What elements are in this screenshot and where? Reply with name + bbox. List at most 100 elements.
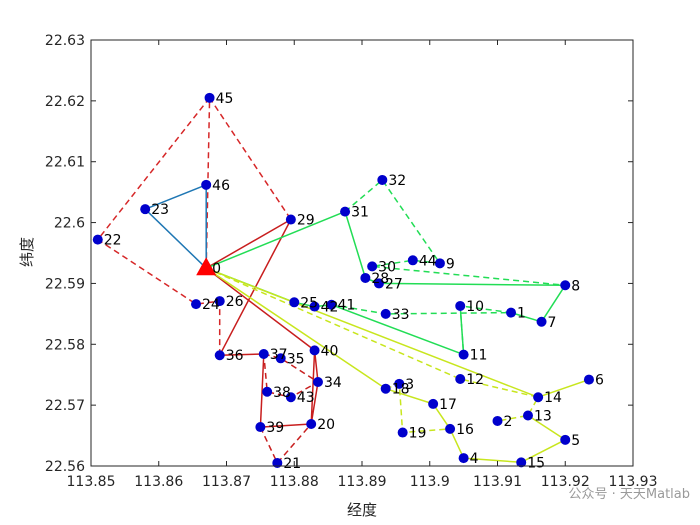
- node-label: 23: [151, 202, 169, 218]
- node-point: [536, 316, 547, 327]
- node-label: 18: [392, 382, 410, 398]
- node-label: 46: [212, 178, 230, 194]
- y-tick-label: 22.58: [45, 337, 85, 353]
- x-tick-label: 113.88: [270, 474, 319, 490]
- node-point: [455, 300, 466, 311]
- node-label: 13: [534, 408, 552, 424]
- node-point: [434, 258, 445, 269]
- node-point: [289, 297, 300, 308]
- route-line: [344, 179, 566, 287]
- x-tick-label: 113.91: [473, 474, 522, 490]
- node-label: 45: [216, 91, 234, 107]
- node-point: [560, 280, 571, 291]
- node-point: [140, 204, 151, 215]
- node-label: 42: [321, 300, 339, 316]
- node-point: [380, 383, 391, 394]
- node-label: 33: [392, 307, 410, 323]
- node-point: [92, 234, 103, 245]
- node-point: [428, 398, 439, 409]
- node-label: 1: [517, 306, 526, 322]
- depot-label: 0: [212, 261, 221, 277]
- route-line: [205, 267, 566, 464]
- node-label: 30: [378, 259, 396, 275]
- node-label: 24: [202, 297, 220, 313]
- node-label: 34: [324, 375, 342, 391]
- node-label: 20: [317, 417, 335, 433]
- x-tick-label: 113.9: [410, 474, 450, 490]
- route-line: [144, 184, 207, 269]
- x-tick-label: 113.89: [338, 474, 387, 490]
- node-point: [516, 457, 527, 468]
- y-tick-label: 22.61: [45, 155, 85, 171]
- node-point: [272, 457, 283, 468]
- node-point: [522, 410, 533, 421]
- node-point: [326, 299, 337, 310]
- node-label: 14: [544, 390, 562, 406]
- node-label: 5: [571, 433, 580, 449]
- node-point: [214, 296, 225, 307]
- node-point: [380, 308, 391, 319]
- node-label: 11: [470, 348, 488, 364]
- y-tick-label: 22.56: [45, 459, 85, 475]
- watermark-text: 公众号 · 天天Matlab: [568, 487, 690, 502]
- node-point: [201, 179, 212, 190]
- x-axis-label: 经度: [347, 501, 377, 519]
- node-point: [309, 301, 320, 312]
- route-line: [205, 267, 539, 422]
- route-line: [259, 423, 312, 464]
- node-label: 8: [571, 278, 580, 294]
- node-point: [407, 255, 418, 266]
- x-tick-label: 113.92: [541, 474, 590, 490]
- x-tick-label: 113.86: [134, 474, 183, 490]
- y-tick-label: 22.62: [45, 94, 85, 110]
- node-label: 43: [297, 390, 315, 406]
- node-label: 10: [466, 299, 484, 315]
- node-point: [285, 214, 296, 225]
- node-point: [258, 349, 269, 360]
- route-line: [205, 267, 316, 428]
- node-label: 12: [466, 372, 484, 388]
- node-point: [255, 422, 266, 433]
- node-point: [492, 415, 503, 426]
- node-label: 25: [300, 295, 318, 311]
- node-label: 29: [297, 213, 315, 229]
- x-tick-label: 113.85: [67, 474, 116, 490]
- node-label: 2: [504, 414, 513, 430]
- node-point: [367, 261, 378, 272]
- x-tick-label: 113.87: [202, 474, 251, 490]
- node-point: [275, 353, 286, 364]
- node-point: [204, 92, 215, 103]
- node-point: [397, 427, 408, 438]
- node-point: [306, 419, 317, 430]
- node-point: [312, 377, 323, 388]
- y-tick-label: 22.6: [54, 216, 85, 232]
- customer-nodes: [92, 92, 594, 468]
- node-point: [458, 453, 469, 464]
- node-point: [309, 345, 320, 356]
- node-label: 36: [226, 348, 244, 364]
- x-tick-label: 113.93: [609, 474, 658, 490]
- node-label: 28: [371, 271, 389, 287]
- node-point: [340, 206, 351, 217]
- node-label: 15: [527, 455, 545, 471]
- node-label: 38: [273, 385, 291, 401]
- node-label: 17: [439, 397, 457, 413]
- x-axis-ticks: 113.85 113.86 113.87 113.88 113.89 113.9 113.9…: [67, 40, 658, 490]
- node-label: 6: [595, 373, 604, 389]
- node-point: [445, 423, 456, 434]
- node-label: 26: [226, 294, 244, 310]
- node-label: 40: [321, 343, 339, 359]
- y-tick-label: 22.63: [45, 33, 85, 49]
- node-label: 16: [456, 422, 474, 438]
- node-label: 35: [287, 351, 305, 367]
- node-label: 21: [283, 456, 301, 472]
- node-label: 3: [405, 377, 414, 393]
- y-tick-label: 22.59: [45, 276, 85, 292]
- node-point: [455, 373, 466, 384]
- node-label: 44: [419, 253, 437, 269]
- node-point: [377, 174, 388, 185]
- node-point: [458, 349, 469, 360]
- node-label: 9: [446, 256, 455, 272]
